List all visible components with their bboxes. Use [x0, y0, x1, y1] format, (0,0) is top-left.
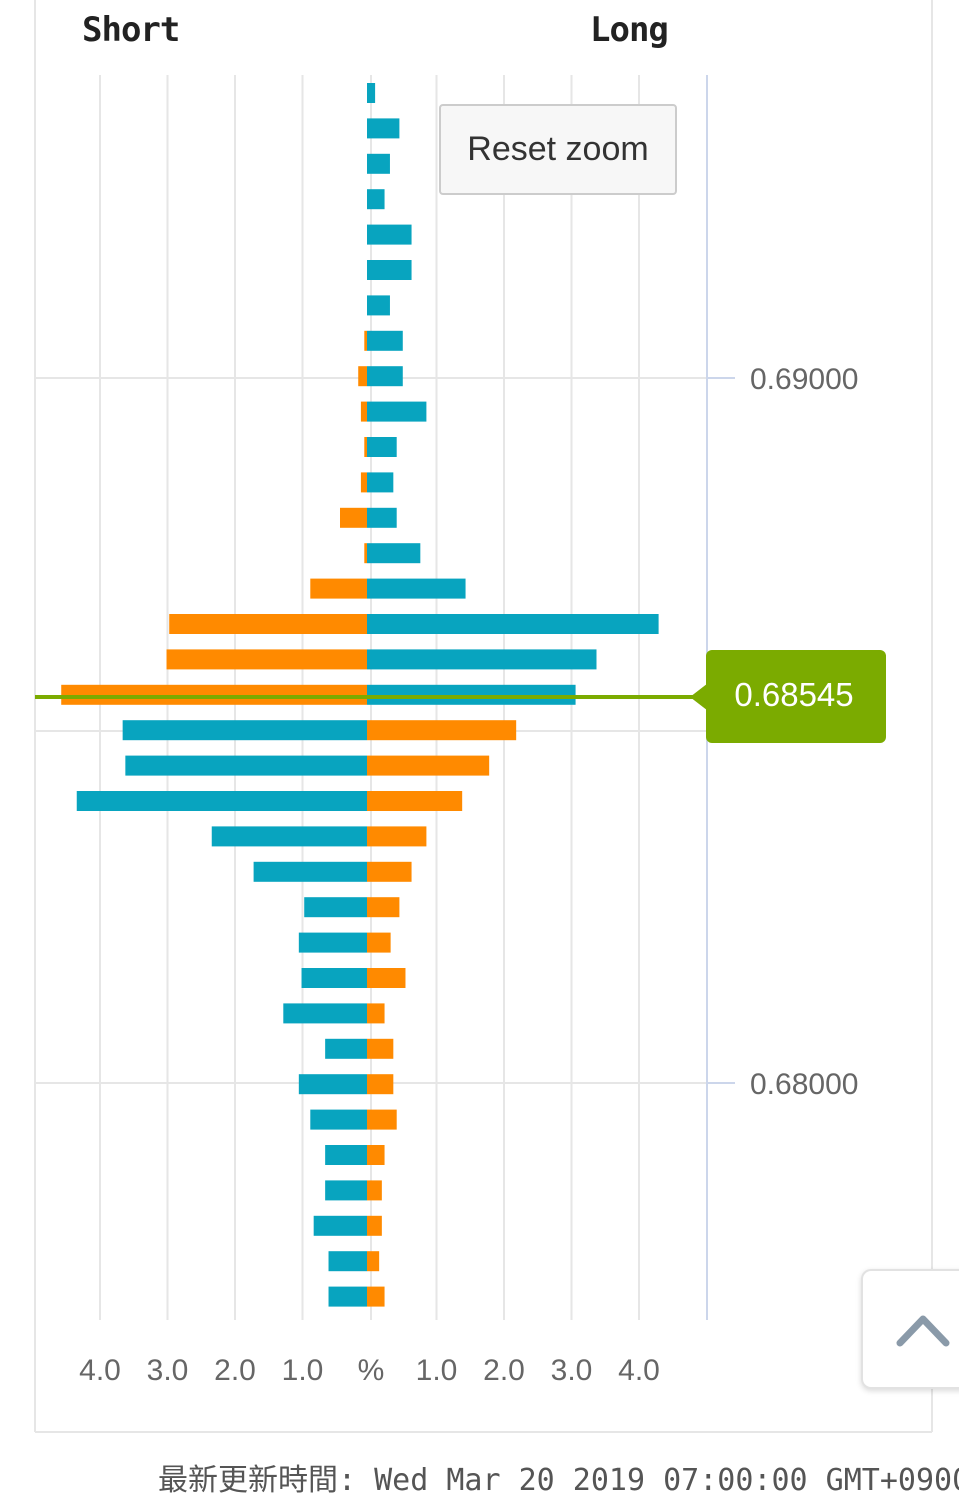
short-bar-orange [360, 401, 367, 422]
long-bar-orange [367, 897, 400, 918]
bar-layer [61, 83, 659, 1307]
long-bar-blue [367, 507, 397, 528]
long-bar-blue [367, 366, 403, 387]
short-bar-orange [310, 578, 367, 599]
long-bar-blue [367, 543, 421, 564]
long-bar-orange [367, 1286, 385, 1307]
short-bar-blue [325, 1145, 367, 1165]
short-bar-blue [76, 791, 367, 811]
long-bar-orange [367, 1145, 385, 1165]
short-bar-blue [325, 1180, 367, 1201]
short-bar-orange [364, 330, 367, 351]
long-bar-blue [367, 295, 390, 316]
long-bar-blue [367, 649, 597, 670]
long-bar-blue [367, 684, 576, 705]
scroll-to-top-button[interactable] [861, 1269, 959, 1389]
short-bar-blue [325, 1038, 367, 1059]
x-tick-label: 3.0 [147, 1354, 189, 1387]
short-bar-blue [298, 932, 367, 953]
long-bar-orange [367, 755, 490, 776]
last-updated-timestamp: Wed Mar 20 2019 07:00:00 GMT+0900 [374, 1463, 959, 1498]
short-bar-blue [283, 1003, 367, 1024]
long-bar-orange [367, 1180, 382, 1201]
long-bar-blue [367, 153, 390, 174]
short-bar-orange [340, 507, 367, 528]
x-tick-label: 2.0 [483, 1354, 525, 1387]
last-updated-footer: 最新更新時間: Wed Mar 20 2019 07:00:00 GMT+090… [158, 1455, 959, 1499]
long-bar-blue [367, 260, 412, 280]
short-header-label: Short [82, 10, 180, 50]
long-bar-orange [367, 968, 406, 988]
short-bar-blue [301, 968, 367, 988]
long-bar-blue [367, 472, 394, 493]
axis-layer: 4.0 3.0 2.0 1.0% 1.0 2.0 3.0 4.0 0.69000 0.68000 [79, 75, 858, 1387]
short-bar-orange [364, 437, 367, 457]
short-bar-orange [61, 684, 367, 705]
long-bar-blue [367, 118, 400, 139]
short-bar-blue [328, 1251, 367, 1272]
current-price-layer: 0.68545 [35, 650, 886, 743]
x-axis-center-label: % [358, 1354, 385, 1387]
last-updated-label: 最新更新時間: [158, 1463, 357, 1498]
short-bar-blue [328, 1286, 367, 1307]
long-bar-orange [367, 791, 463, 811]
short-bar-orange [360, 472, 367, 493]
long-bar-blue [367, 437, 397, 457]
long-bar-blue [367, 578, 466, 599]
y-tick-label: 0.68000 [750, 1068, 858, 1101]
reset-zoom-button[interactable]: Reset zoom [439, 104, 677, 195]
short-bar-orange [364, 543, 367, 564]
long-bar-orange [367, 720, 517, 741]
long-bar-orange [367, 1003, 385, 1024]
y-tick-label: 0.69000 [750, 363, 858, 396]
short-bar-blue [125, 755, 367, 776]
long-bar-orange [367, 826, 427, 847]
short-bar-blue [211, 826, 367, 847]
x-tick-label: 4.0 [79, 1354, 121, 1387]
long-bar-orange [367, 1074, 394, 1095]
long-bar-blue [367, 614, 659, 634]
current-price-badge [706, 650, 886, 743]
short-bar-blue [253, 861, 367, 882]
chevron-up-icon [896, 1315, 950, 1347]
short-bar-blue [298, 1074, 367, 1095]
short-bar-orange [169, 614, 367, 634]
long-bar-orange [367, 1251, 380, 1272]
long-bar-orange [367, 1215, 382, 1236]
current-price-label: 0.68545 [734, 676, 853, 713]
short-bar-blue [304, 897, 367, 918]
long-bar-orange [367, 861, 412, 882]
long-bar-orange [367, 1038, 394, 1059]
long-bar-orange [367, 1109, 397, 1130]
x-tick-label: 4.0 [618, 1354, 660, 1387]
long-bar-orange [367, 932, 391, 953]
long-bar-blue [367, 330, 403, 351]
short-bar-orange [166, 649, 367, 670]
x-tick-label: 1.0 [282, 1354, 324, 1387]
x-tick-label: 3.0 [551, 1354, 593, 1387]
short-bar-blue [310, 1109, 367, 1130]
long-bar-blue [367, 401, 427, 422]
long-header-label: Long [590, 10, 669, 50]
long-bar-blue [367, 224, 412, 245]
long-bar-blue [367, 189, 385, 210]
x-tick-label: 2.0 [214, 1354, 256, 1387]
x-tick-label: 1.0 [416, 1354, 458, 1387]
short-bar-blue [122, 720, 368, 741]
long-bar-blue [367, 83, 376, 103]
short-bar-orange [358, 366, 367, 387]
short-bar-blue [313, 1215, 367, 1236]
